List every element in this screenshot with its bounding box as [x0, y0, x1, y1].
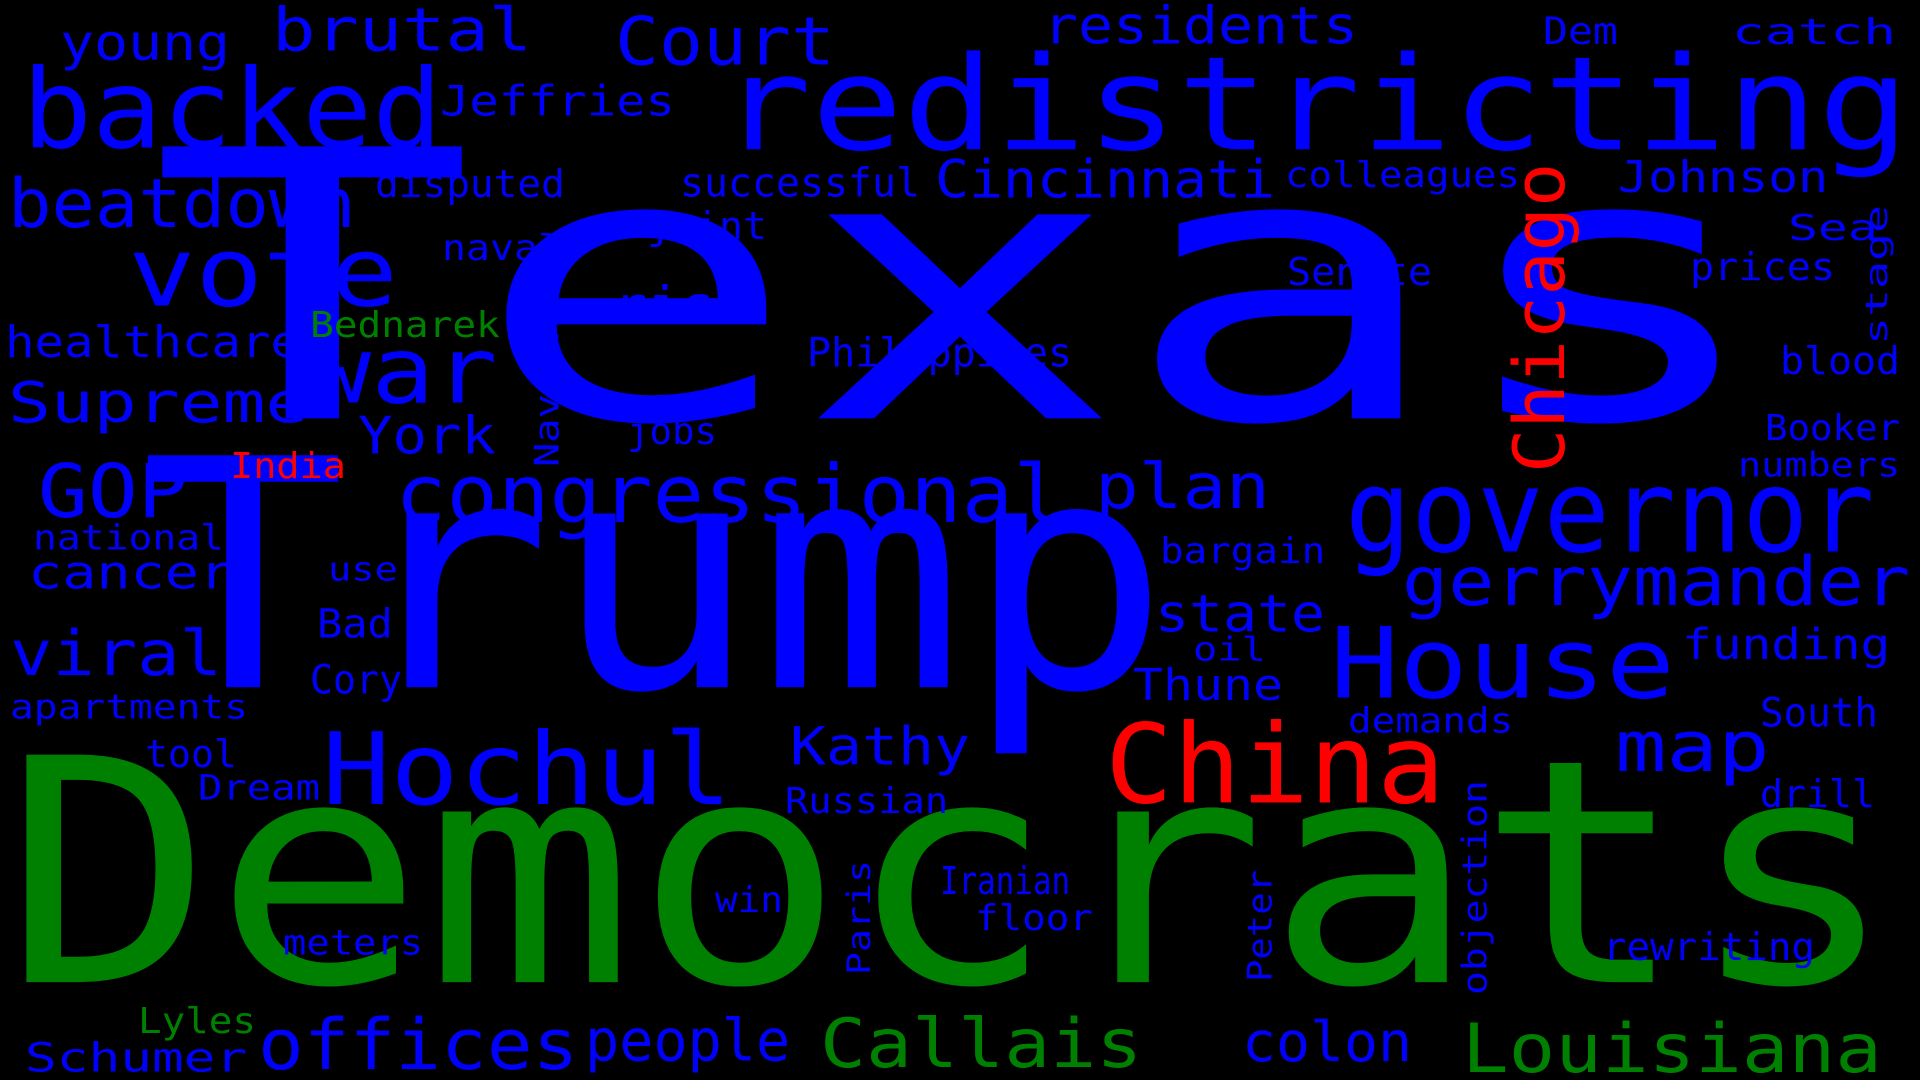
word-south: South	[1760, 689, 1879, 737]
word-beatdown: beatdown	[8, 163, 356, 244]
word-thune: Thune	[1133, 659, 1284, 711]
word-congressional: congressional	[395, 447, 1065, 542]
word-cancer: cancer	[28, 545, 234, 600]
word-healthcare: healthcare	[5, 316, 301, 368]
word-nationals: nationals	[33, 516, 248, 558]
word-governor: governor	[1345, 444, 1875, 580]
word-people: people	[585, 1006, 791, 1075]
word-navarro: Navarro	[526, 296, 567, 467]
word-stage: stage	[1859, 204, 1895, 345]
word-dream: Dream	[198, 766, 321, 808]
word-young: young	[60, 13, 231, 72]
word-risk: risk	[613, 275, 750, 337]
word-booker: Booker	[1765, 406, 1901, 449]
word-supreme: Supreme	[8, 369, 309, 436]
word-chicago: Chicago	[1498, 162, 1581, 473]
word-johnson: Johnson	[1618, 151, 1829, 203]
word-york: York	[358, 405, 496, 467]
word-cory: Cory	[310, 656, 402, 704]
word-court: Court	[615, 1, 836, 81]
word-prices: prices	[1690, 244, 1836, 290]
word-offices: offices	[258, 1003, 579, 1080]
word-win: win	[715, 878, 783, 921]
word-sea: Sea	[1788, 206, 1878, 249]
word-cincinnati: Cincinnati	[935, 148, 1276, 211]
word-jeffries: Jeffries	[440, 76, 675, 126]
word-rewriting: rewriting	[1603, 924, 1815, 970]
word-map: map	[1615, 705, 1770, 788]
word-india: India	[230, 444, 347, 487]
word-lyles: Lyles	[138, 999, 257, 1042]
word-trump: Trump	[140, 391, 1171, 764]
word-peter: Peter	[1239, 869, 1280, 982]
word-successful: successful	[680, 159, 921, 207]
word-schumer: Schumer	[25, 1034, 248, 1080]
word-funding: funding	[1682, 619, 1891, 670]
word-joint: joint	[647, 203, 768, 249]
word-paris: Paris	[840, 859, 878, 975]
word-oil: oil	[1193, 630, 1266, 669]
word-brutal: brutal	[272, 0, 533, 65]
word-hochul: Hochul	[322, 711, 733, 828]
word-gerrymander: gerrymander	[1402, 541, 1911, 622]
word-apartments: apartments	[10, 686, 249, 727]
word-catch: catch	[1732, 10, 1897, 53]
word-gop: GOP	[38, 448, 188, 535]
word-vote: vote	[128, 216, 398, 329]
word-bargain: bargain	[1160, 529, 1326, 572]
word-kathy: Kathy	[790, 715, 971, 778]
word-philippines: Philippines	[807, 329, 1073, 377]
word-senate: Senate	[1287, 249, 1433, 295]
word-use: use	[328, 550, 398, 589]
word-backed: backed	[22, 45, 443, 174]
word-colon: colon	[1242, 1010, 1413, 1075]
word-democrats: Democrats	[3, 691, 1898, 1057]
word-redistricting: redistricting	[720, 28, 1910, 181]
word-drill: drill	[1760, 771, 1876, 817]
word-meters: meters	[283, 921, 424, 963]
word-state: state	[1155, 583, 1326, 645]
word-texas: Texas	[150, 71, 1771, 508]
word-objection: objection	[1454, 780, 1495, 995]
word-louisiana: Louisiana	[1462, 1008, 1882, 1080]
word-bednarek: Bednarek	[310, 303, 500, 346]
word-dem: Dem	[1543, 9, 1618, 53]
word-demands: demands	[1348, 699, 1514, 741]
word-house: House	[1330, 606, 1676, 721]
word-bad: Bad	[317, 600, 393, 648]
word-residents: residents	[1043, 0, 1358, 57]
word-plan: plan	[1095, 450, 1270, 523]
word-colleagues: colleagues	[1285, 153, 1521, 196]
word-numbers: numbers	[1738, 444, 1901, 485]
word-callais: Callais	[820, 1003, 1143, 1080]
word-russian: Russian	[785, 779, 949, 822]
word-war: war	[308, 316, 498, 425]
word-jobs: jobs	[627, 409, 717, 453]
word-naval: naval	[442, 226, 563, 269]
word-viral: viral	[10, 617, 223, 690]
word-tool: tool	[145, 731, 237, 777]
word-iranian: Iranian	[940, 858, 1071, 904]
word-blood: blood	[1780, 338, 1901, 384]
word-floor: floor	[975, 896, 1094, 939]
word-disputed: disputed	[375, 161, 565, 207]
word-china: China	[1105, 700, 1446, 829]
